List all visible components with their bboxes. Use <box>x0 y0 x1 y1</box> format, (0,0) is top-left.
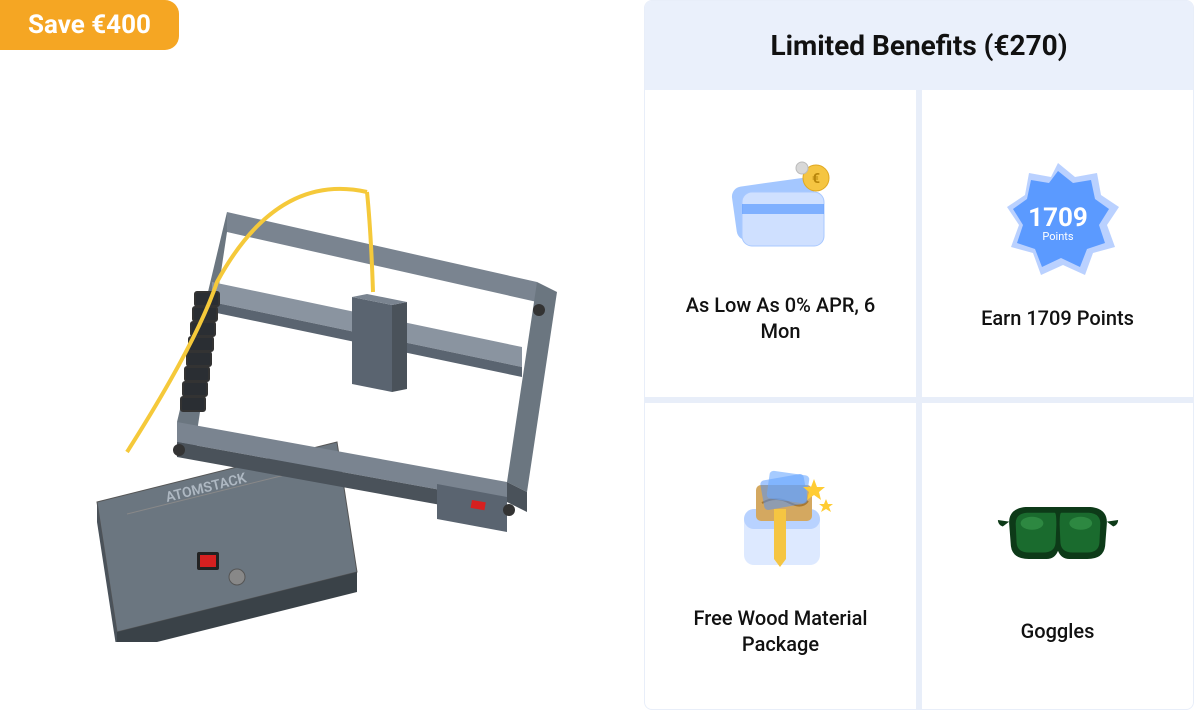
credit-card-icon: € <box>716 142 846 272</box>
benefits-header: Limited Benefits (€270) <box>645 1 1193 90</box>
benefit-apr: € As Low As 0% APR, 6 Mon <box>645 90 916 397</box>
points-badge-icon: 1709 Points <box>993 155 1123 285</box>
goggles-icon <box>993 468 1123 598</box>
benefit-wood-package: Free Wood Material Package <box>645 403 916 710</box>
product-image: ATOMSTACK <box>37 82 597 642</box>
benefit-goggles: Goggles <box>922 403 1193 710</box>
benefit-apr-label: As Low As 0% APR, 6 Mon <box>681 292 881 344</box>
benefit-goggles-label: Goggles <box>1021 618 1095 644</box>
save-badge: Save €400 <box>0 0 179 50</box>
benefits-grid: € As Low As 0% APR, 6 Mon 1709 Points <box>645 90 1193 709</box>
benefits-panel: Limited Benefits (€270) € As Low As 0% A… <box>644 0 1194 710</box>
product-image-panel: Save €400 ATOMSTACK <box>0 0 634 724</box>
benefit-points: 1709 Points Earn 1709 Points <box>922 90 1193 397</box>
benefit-wood-label: Free Wood Material Package <box>681 605 881 657</box>
benefit-points-label: Earn 1709 Points <box>981 305 1134 331</box>
points-number: 1709 <box>1023 203 1093 233</box>
wood-package-icon <box>716 455 846 585</box>
svg-text:€: € <box>811 171 819 187</box>
